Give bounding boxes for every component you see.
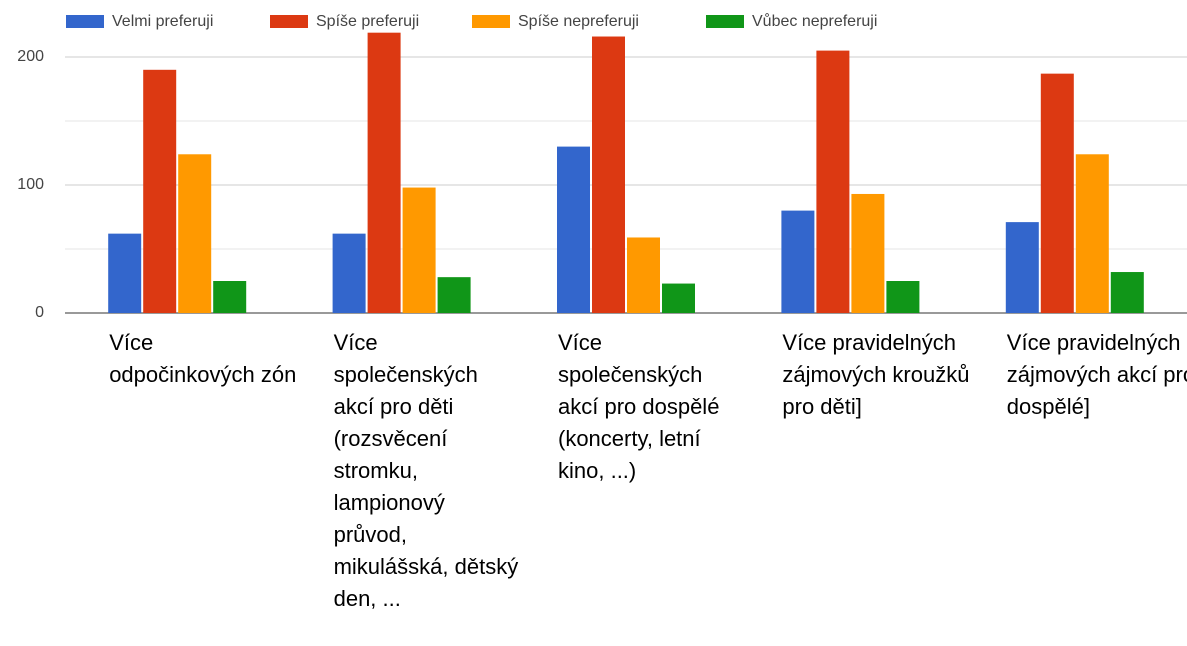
bar <box>332 233 366 313</box>
bar <box>627 237 660 313</box>
legend-label: Spíše nepreferuji <box>518 13 639 30</box>
bar <box>781 210 815 313</box>
legend-swatch <box>706 15 744 28</box>
bar <box>662 283 695 313</box>
bar <box>886 281 920 313</box>
bar <box>851 193 885 313</box>
legend-label: Vůbec nepreferuji <box>752 12 877 30</box>
bar <box>1005 222 1039 313</box>
x-tick-label: Více pravidelných zájmových akcí pro dos… <box>1006 330 1187 419</box>
bar <box>1075 154 1109 313</box>
legend-label: Velmi preferuji <box>112 13 213 30</box>
x-tick-label: Více společenských akcí pro dospělé (kon… <box>558 330 720 483</box>
bar <box>1110 272 1144 313</box>
bar <box>178 154 212 313</box>
bar <box>108 233 142 313</box>
x-tick-label: Více společenských akcí pro děti (rozsvě… <box>333 330 519 611</box>
bar <box>557 146 590 313</box>
y-tick-label: 200 <box>17 48 44 65</box>
bar <box>213 281 247 313</box>
bar <box>437 277 471 313</box>
bar <box>592 36 625 314</box>
x-tick-label: Více pravidelných zájmových kroužků pro … <box>782 330 970 419</box>
legend-swatch <box>472 15 510 28</box>
legend-label: Spíše preferuji <box>316 13 419 30</box>
y-tick-label: 100 <box>17 176 44 193</box>
bar <box>402 187 436 313</box>
legend-swatch <box>270 15 308 28</box>
y-tick-label: 0 <box>35 304 44 321</box>
legend-swatch <box>66 15 104 28</box>
x-tick-label: Více odpočinkových zón <box>109 330 297 387</box>
bar <box>367 32 401 314</box>
bar <box>1040 73 1074 313</box>
bar <box>816 50 850 313</box>
bar <box>143 69 177 313</box>
